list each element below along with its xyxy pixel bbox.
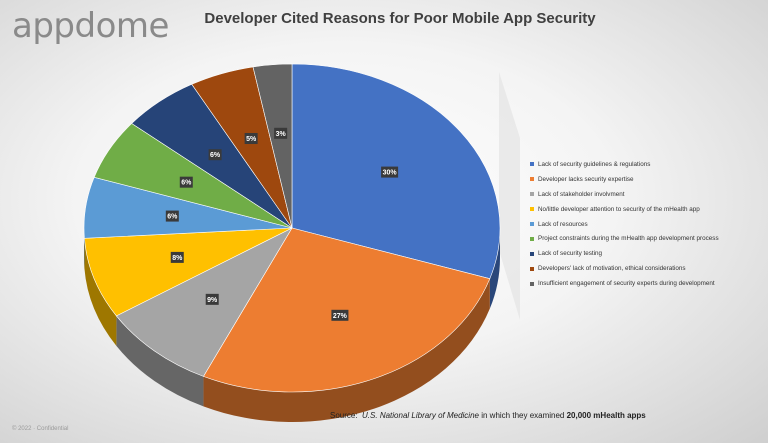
data-label-3: 9% [205, 293, 219, 305]
data-label-2: 27% [331, 309, 349, 321]
svg-text:6%: 6% [210, 152, 221, 159]
legend-swatch [530, 177, 534, 182]
legend-swatch [530, 222, 534, 226]
data-label-6: 6% [179, 176, 193, 188]
svg-text:27%: 27% [333, 313, 348, 320]
legend-label: Lack of security testing [538, 250, 603, 258]
svg-text:6%: 6% [181, 180, 192, 187]
legend-label: Lack of security guidelines & regulation… [538, 160, 651, 168]
legend-item-1: Lack of security guidelines & regulation… [530, 157, 762, 172]
source-publication: U.S. National Library of Medicine [362, 411, 479, 420]
legend-item-7: Lack of security testing [530, 246, 762, 261]
data-label-5: 6% [165, 210, 179, 222]
legend-swatch [530, 236, 534, 241]
legend-item-3: Lack of stakeholder involvment [530, 187, 762, 202]
source-note: Source: U.S. National Library of Medicin… [330, 411, 760, 420]
pie-side-1 [489, 228, 500, 309]
legend-callout-shadow [499, 72, 520, 320]
pie-side-2 [203, 278, 490, 422]
legend-item-6: Project constraints during the mHealth a… [530, 231, 762, 246]
svg-text:6%: 6% [167, 214, 178, 221]
data-label-1: 30% [381, 166, 399, 178]
legend-swatch [530, 207, 534, 212]
pie-slices [83, 63, 501, 393]
legend-label: Project constraints during the mHealth a… [538, 235, 719, 243]
legend-label: Developers' lack of motivation, ethical … [538, 265, 686, 273]
legend-label: Insufficient engagement of security expe… [538, 280, 715, 288]
chart-title: Developer Cited Reasons for Poor Mobile … [204, 10, 596, 27]
legend-swatch [530, 281, 534, 286]
svg-text:8%: 8% [172, 255, 183, 262]
source-prefix: Source: [330, 411, 358, 420]
pie-slice-4 [84, 227, 293, 317]
source-middle: in which they examined [481, 411, 565, 420]
legend-swatch [530, 266, 534, 271]
svg-text:5%: 5% [246, 136, 257, 143]
appdome-logo: appdome [12, 6, 169, 46]
legend-swatch [530, 251, 534, 256]
legend-label: Lack of stakeholder involvment [538, 190, 625, 198]
legend-item-2: Developer lacks security expertise [530, 172, 762, 187]
data-label-4: 8% [170, 251, 184, 263]
pie-labels: 30% 27% 9% 8% 6% 6% 6% 5% 3% [165, 127, 399, 321]
pie-slice-9 [252, 63, 293, 229]
svg-text:9%: 9% [207, 297, 218, 304]
legend-swatch [530, 192, 534, 197]
data-label-7: 6% [208, 149, 222, 161]
footer-confidential: © 2022 · Confidential [12, 426, 69, 432]
data-label-8: 5% [244, 133, 258, 145]
svg-text:30%: 30% [383, 170, 398, 177]
legend-label: No/little developer attention to securit… [538, 205, 700, 213]
legend-item-4: No/little developer attention to securit… [530, 202, 762, 217]
legend-item-8: Developers' lack of motivation, ethical … [530, 261, 762, 276]
pie-slice-3 [115, 227, 293, 377]
chart-legend: Lack of security guidelines & regulation… [530, 157, 762, 291]
legend-item-9: Insufficient engagement of security expe… [530, 276, 762, 291]
legend-swatch [530, 162, 534, 167]
legend-label: Lack of resources [538, 220, 588, 228]
source-highlight: 20,000 mHealth apps [566, 411, 646, 420]
data-label-9: 3% [274, 127, 288, 139]
legend-item-5: Lack of resources [530, 217, 762, 232]
svg-text:3%: 3% [276, 131, 287, 138]
legend-label: Developer lacks security expertise [538, 175, 634, 183]
